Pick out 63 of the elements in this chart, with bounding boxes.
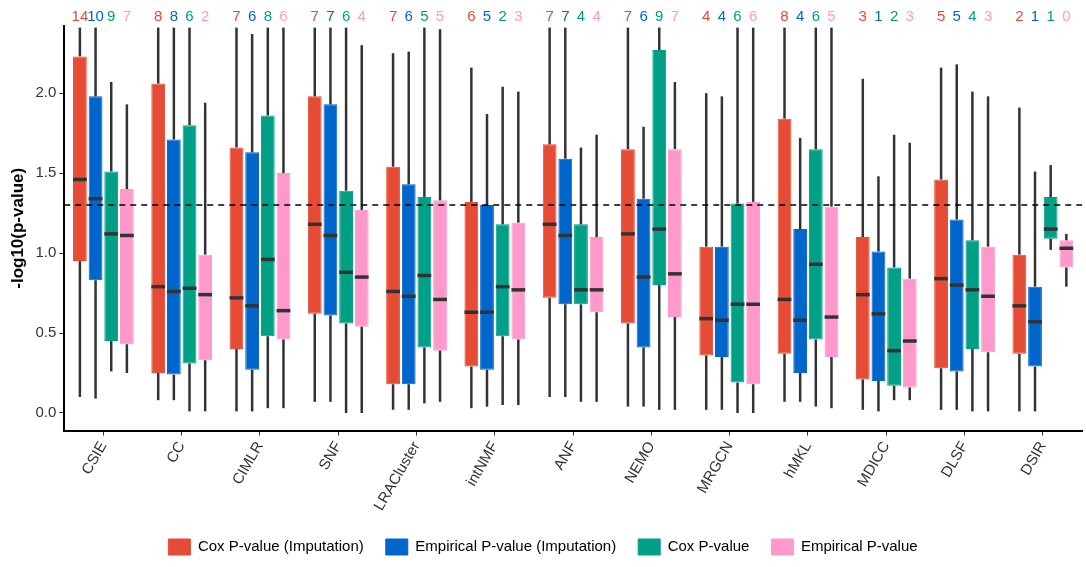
text: 6 bbox=[639, 6, 648, 24]
text: 8 bbox=[169, 6, 179, 24]
text: 5 bbox=[827, 6, 836, 24]
text: 6 bbox=[749, 6, 758, 24]
text: 6 bbox=[279, 6, 288, 24]
text: 8 bbox=[154, 6, 163, 24]
text: 3 bbox=[858, 6, 867, 24]
text: 9 bbox=[107, 6, 116, 24]
text: 5 bbox=[435, 6, 445, 24]
text: 4 bbox=[717, 6, 727, 24]
text: 7 bbox=[545, 6, 554, 24]
text: 9 bbox=[655, 6, 664, 24]
text: 7 bbox=[561, 6, 570, 24]
text: 2 bbox=[498, 6, 507, 24]
text: 0 bbox=[1062, 6, 1071, 24]
text: 6 bbox=[341, 6, 351, 24]
text: 7 bbox=[310, 6, 319, 24]
text: 7 bbox=[232, 6, 241, 24]
text: 6 bbox=[404, 6, 413, 24]
text: 6 bbox=[733, 6, 742, 24]
text: 8 bbox=[263, 6, 272, 24]
text: 8 bbox=[780, 6, 789, 24]
text: 6 bbox=[811, 6, 820, 24]
text: 6 bbox=[185, 6, 194, 24]
text: 4 bbox=[592, 6, 601, 24]
text: 4 bbox=[702, 6, 711, 24]
y-tick-label: 1.5 bbox=[35, 163, 57, 181]
y-tick-label: 1.0 bbox=[35, 243, 57, 261]
text: 4 bbox=[576, 6, 586, 24]
text: 4 bbox=[357, 6, 366, 24]
y-tick-label: 2.0 bbox=[35, 83, 57, 101]
text: 6 bbox=[467, 6, 476, 24]
text: 1 bbox=[1046, 6, 1055, 24]
y-tick-label: 0.5 bbox=[35, 323, 57, 341]
y-tick-label: 0.0 bbox=[35, 403, 57, 421]
text: 2 bbox=[201, 6, 210, 24]
text: 4 bbox=[968, 6, 977, 24]
text: 7 bbox=[670, 6, 680, 24]
text: 5 bbox=[952, 6, 961, 24]
text: 6 bbox=[247, 6, 257, 24]
y-axis-title: -log10(p-value) bbox=[7, 167, 27, 289]
text: 1 bbox=[874, 6, 883, 24]
text: 14 bbox=[71, 6, 89, 24]
text: 3 bbox=[514, 6, 523, 24]
text: 7 bbox=[326, 6, 335, 24]
text: 5 bbox=[420, 6, 429, 24]
text: 5 bbox=[482, 6, 492, 24]
legend-label: Empirical P-value (Imputation) bbox=[415, 537, 617, 555]
text: 3 bbox=[983, 6, 993, 24]
text: 2 bbox=[889, 6, 899, 24]
text: 7 bbox=[623, 6, 633, 24]
text: 5 bbox=[936, 6, 946, 24]
text: 7 bbox=[388, 6, 398, 24]
text: 2 bbox=[1015, 6, 1024, 24]
legend-label: Cox P-value (Imputation) bbox=[197, 537, 364, 555]
text: 1 bbox=[1030, 6, 1040, 24]
text: 3 bbox=[905, 6, 914, 24]
text: 7 bbox=[122, 6, 132, 24]
text: 10 bbox=[87, 6, 104, 24]
legend-label: Cox P-value bbox=[667, 537, 750, 555]
text: 4 bbox=[795, 6, 805, 24]
legend-label: Empirical P-value bbox=[800, 537, 918, 555]
x-tick-label: CC bbox=[162, 438, 188, 466]
